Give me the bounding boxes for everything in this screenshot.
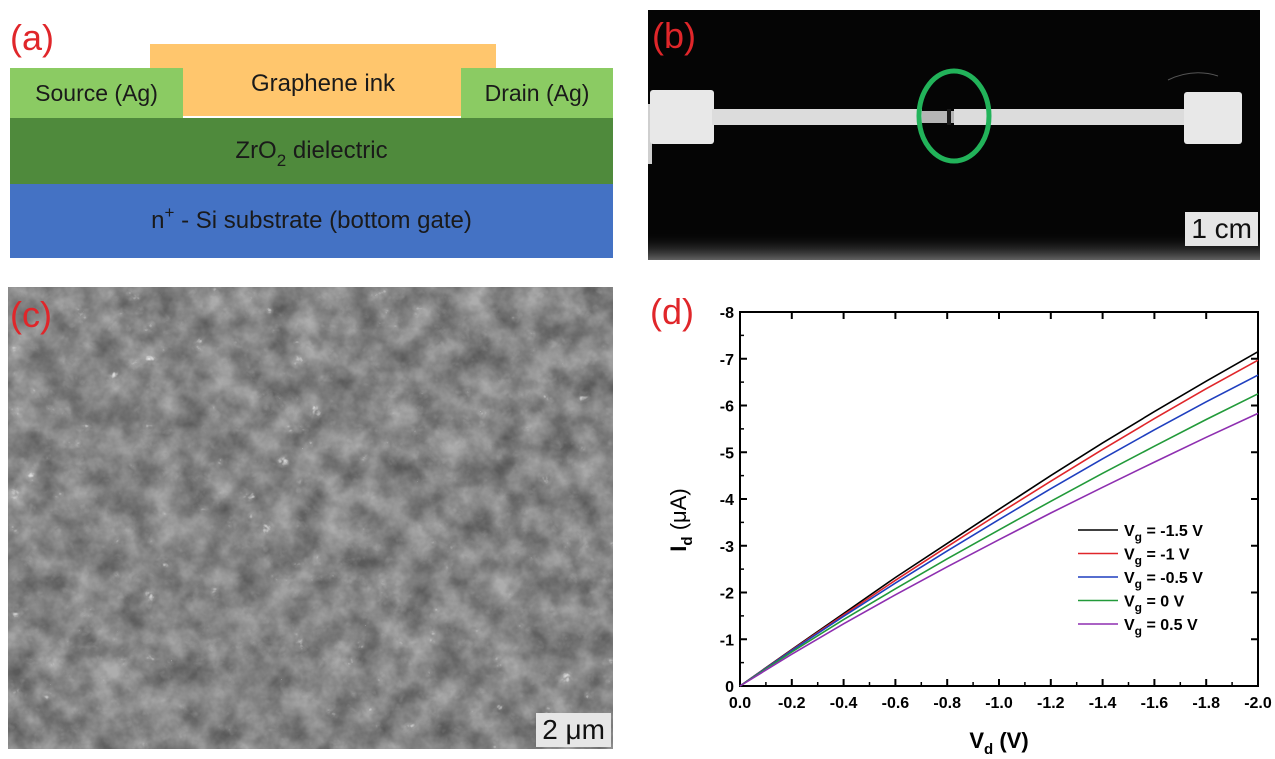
- y-tick-label: -8: [720, 305, 734, 322]
- drain-label: Drain (Ag): [484, 79, 590, 106]
- legend-label-3: Vg = 0 V: [1124, 594, 1185, 615]
- legend-label-2: Vg = -0.5 V: [1124, 570, 1203, 591]
- y-tick-label: -6: [720, 399, 734, 416]
- source-label: Source (Ag): [35, 79, 158, 106]
- x-tick-label: 0.0: [729, 695, 751, 712]
- y-tick-label: -3: [720, 539, 734, 556]
- y-axis-label: Id (μA): [666, 488, 696, 551]
- substrate-layer: n+ - Si substrate (bottom gate): [10, 184, 613, 258]
- x-tick-label: -1.0: [985, 695, 1013, 712]
- left-pad: [650, 90, 714, 144]
- x-tick-label: -1.4: [1089, 695, 1117, 712]
- series-line-0: [739, 351, 1259, 687]
- gap-highlight-circle: [916, 68, 992, 164]
- dielectric-layer: ZrO2 dielectric: [10, 118, 613, 184]
- y-tick-label: -2: [720, 586, 734, 603]
- y-tick-label: -1: [720, 632, 734, 649]
- panel-d-label: (d): [650, 291, 694, 332]
- iv-curve-chart: 0.0 -0.2 -0.4 -0.6 -0.8 -1.0 -1.2 -1.4 -1.6 -1.8 -…: [666, 305, 1272, 758]
- dielectric-label: ZrO2 dielectric: [235, 137, 388, 170]
- chart-legend: Vg = -1.5 V Vg = -1 VVg = -0.5 V Vg = 0 VV…: [1078, 523, 1203, 638]
- panel-d-chart: (d) 0.0 -0.2 -0.4 -0.6 -0.8 -1.0 -1.2 -1.4 -1.6 -…: [620, 280, 1275, 759]
- graphene-ink-layer: Graphene ink: [150, 44, 496, 116]
- right-pad: [1184, 92, 1242, 144]
- panel-b-label: (b): [652, 15, 696, 56]
- channel-strip-left: [712, 109, 922, 125]
- y-tick-label: -4: [720, 492, 734, 509]
- y-tick-label: 0: [725, 679, 734, 696]
- legend-label-1: Vg = -1 V: [1124, 547, 1190, 568]
- panel-a-label: (a): [10, 17, 54, 58]
- panel-b-scalebar: 1 cm: [1185, 212, 1258, 246]
- series-line-4: [739, 412, 1259, 687]
- y-tick-label: -7: [720, 352, 734, 369]
- series-line-2: [739, 374, 1259, 687]
- x-tick-label: -0.6: [882, 695, 910, 712]
- panel-c-label: (c): [10, 294, 52, 335]
- device-photo: [648, 10, 1260, 260]
- x-tick-label: -0.2: [778, 695, 806, 712]
- x-tick-label: -0.8: [933, 695, 961, 712]
- x-tick-label: -2.0: [1244, 695, 1272, 712]
- x-axis-label: Vd (V): [969, 728, 1028, 754]
- legend-label-4: Vg = 0.5 V: [1124, 617, 1198, 638]
- x-tick-label: -1.8: [1192, 695, 1220, 712]
- x-tick-label: -0.4: [830, 695, 858, 712]
- channel-strip-right: [954, 109, 1186, 125]
- substrate-label: n+ - Si substrate (bottom gate): [151, 203, 472, 234]
- graphene-ink-label: Graphene ink: [250, 70, 396, 97]
- source-electrode: Source (Ag): [10, 68, 183, 118]
- x-tick-label: -1.2: [1037, 695, 1065, 712]
- sem-micrograph: [8, 287, 613, 749]
- series-line-3: [739, 393, 1259, 687]
- series-line-1: [739, 359, 1259, 687]
- drain-electrode: Drain (Ag): [461, 68, 613, 118]
- panel-b-photo: 1 cm (b): [648, 10, 1260, 260]
- panel-c-scalebar: 2 μm: [536, 713, 611, 747]
- x-tick-label: -1.6: [1141, 695, 1169, 712]
- y-tick-label: -5: [720, 445, 734, 462]
- legend-label-0: Vg = -1.5 V: [1124, 523, 1203, 544]
- panel-c-sem-image: 2 μm (c): [8, 287, 613, 749]
